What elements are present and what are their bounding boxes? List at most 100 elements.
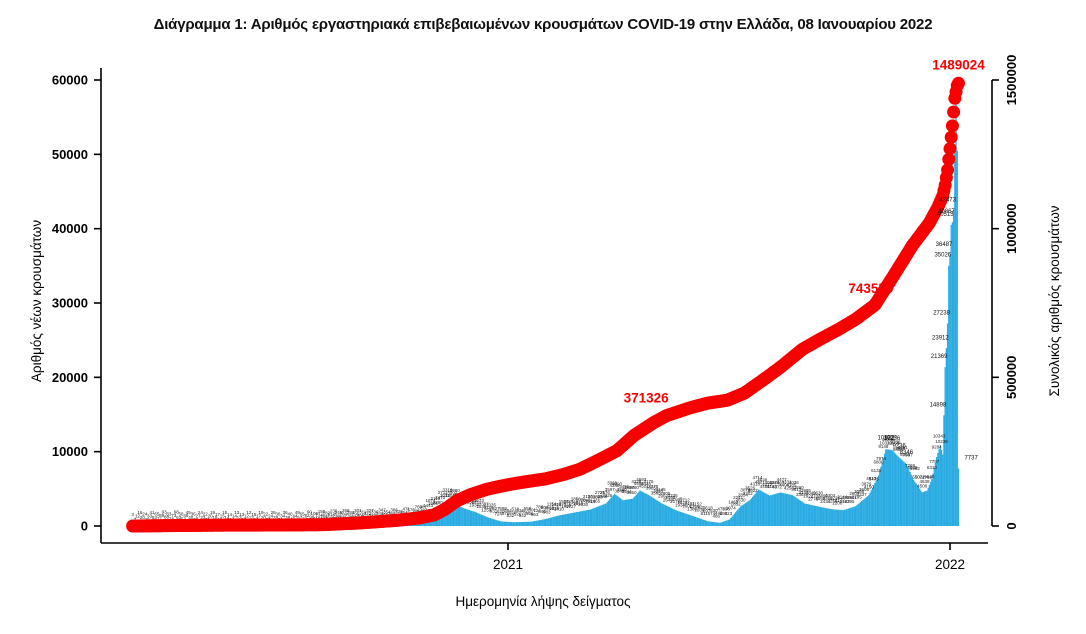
daily-bar [942, 454, 944, 526]
daily-bar [715, 522, 717, 526]
bar-count-label: 82 [304, 513, 310, 518]
daily-bar [825, 508, 828, 526]
bar-count-label: 27 [195, 513, 201, 518]
bar-count-label: 9148 [878, 444, 889, 449]
bar-count-label: 542 [519, 513, 527, 518]
daily-bar [807, 504, 809, 526]
daily-bar [890, 449, 892, 526]
daily-bar [644, 493, 646, 526]
daily-bar [886, 449, 888, 526]
daily-bar [656, 500, 658, 526]
bar-count-label: 598 [499, 506, 507, 511]
daily-bar [604, 503, 606, 526]
bar-count-label: 2210 [585, 499, 596, 504]
daily-bar [873, 485, 875, 526]
daily-bar [456, 505, 458, 526]
bar-count-label: 2465 [590, 499, 601, 504]
daily-bar [910, 474, 912, 526]
bar-count-label: 2200 [832, 501, 843, 506]
daily-bar [680, 512, 682, 526]
daily-bar [718, 522, 720, 526]
daily-bar [909, 471, 911, 526]
daily-bar [537, 520, 539, 526]
cumulative-point [942, 152, 956, 166]
daily-bar [594, 507, 596, 526]
bar-count-label: 23 [200, 515, 206, 520]
bar-count-label: 4278 [769, 480, 780, 485]
bar-count-label: 36 [283, 510, 289, 515]
bar-count-label: 57 [297, 515, 303, 520]
daily-bar [776, 493, 778, 526]
daily-bar [824, 507, 826, 526]
daily-bar [827, 508, 829, 526]
daily-bar [603, 504, 605, 526]
bar-count-label: 5022 [915, 475, 926, 480]
daily-bar [449, 502, 451, 526]
daily-bar [906, 466, 909, 526]
bar-count-label: 1380 [687, 507, 698, 512]
bar-count-label: 2721 [595, 490, 606, 495]
daily-bar [701, 519, 703, 526]
bar-count-label: 45 [186, 510, 192, 515]
bar-count-label: 22 [263, 512, 269, 517]
bar-count-label: 724 [533, 508, 541, 513]
cumulative-point [944, 130, 958, 144]
bar-count-label: 24 [198, 510, 204, 515]
daily-bar [765, 493, 767, 526]
daily-bar [673, 509, 675, 526]
bar-count-label: 2110 [430, 496, 440, 501]
bar-count-label: 2368 [823, 496, 834, 501]
bar-count-label: 17 [215, 512, 221, 517]
bar-count-label: 5962 [910, 466, 921, 471]
daily-bar [592, 508, 594, 526]
bar-count-label: 1852 [731, 502, 742, 507]
bar-count-label: 1712 [680, 497, 691, 502]
daily-bar [674, 509, 676, 526]
daily-bar [709, 521, 711, 526]
bar-count-label: 3066 [854, 489, 865, 494]
bar-count-label: 2711 [438, 490, 448, 495]
daily-bar [875, 480, 877, 526]
bar-count-label: 3597 [605, 487, 616, 492]
daily-bar [489, 517, 491, 526]
bar-count-label: 42473 [939, 197, 956, 203]
bar-count-label: 2256 [828, 499, 839, 504]
bar-count-label: 1537 [559, 499, 570, 504]
bar-count-label: 1463 [728, 499, 739, 504]
bar-count-label: 10236 [884, 436, 901, 442]
bar-count-label: 36487 [936, 242, 953, 248]
bar-count-label: 2501 [847, 495, 858, 500]
cumulative-point [945, 119, 959, 133]
daily-bar [569, 513, 571, 526]
bar-count-label: 4769 [922, 475, 933, 480]
daily-bar [659, 502, 662, 526]
daily-bar [601, 504, 604, 526]
daily-bar [657, 501, 659, 526]
bar-count-label: 295 [352, 511, 360, 516]
bar-count-label: 618 [705, 506, 713, 511]
daily-bar [515, 522, 518, 526]
daily-bar [847, 508, 849, 526]
bar-count-label: 3 [131, 512, 134, 517]
bar-count-label: 49 [295, 510, 301, 515]
daily-bar [768, 495, 771, 526]
daily-bar [853, 506, 855, 526]
bar-count-label: 260 [340, 512, 348, 517]
daily-bar [806, 504, 808, 526]
daily-bar [703, 519, 705, 526]
daily-bar [483, 515, 485, 526]
bar-count-label: 20 [208, 513, 214, 518]
bar-count-label: 4340 [610, 483, 621, 488]
daily-bar [788, 494, 790, 526]
daily-bar [784, 493, 786, 526]
bar-count-label: 2922 [803, 494, 814, 499]
daily-bar [869, 492, 871, 526]
chart-title: Διάγραμμα 1: Αριθμός εργαστηριακά επιβεβ… [153, 16, 933, 33]
bar-count-label: 83 [166, 511, 172, 516]
daily-bar [850, 507, 852, 526]
daily-bar [581, 511, 583, 526]
y-left-tick-label: 10000 [52, 444, 88, 459]
daily-bar [563, 514, 565, 526]
cumulative-points-layer [126, 76, 965, 533]
